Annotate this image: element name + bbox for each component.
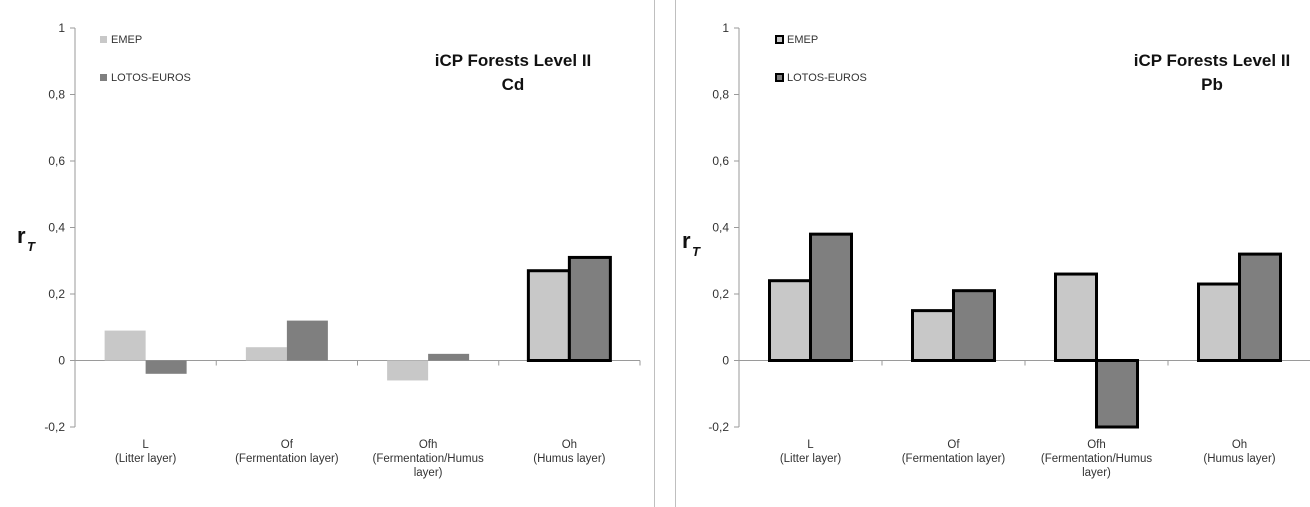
x-category-label: L <box>807 439 814 451</box>
y-tick-label: -0,2 <box>44 420 65 434</box>
y-axis-label-subscript: T <box>27 239 36 254</box>
legend-swatch <box>775 35 784 44</box>
chart-panel-cd: -0,2 0 0,2 0,4 0,6 0,8 1 L (Litter layer) Of (Ferm… <box>17 0 655 507</box>
chart-title: iCP Forests Level II <box>435 51 592 70</box>
y-axis-label: r <box>17 223 26 248</box>
bar-emep <box>1197 282 1241 362</box>
chart-cd-svg: -0,2 0 0,2 0,4 0,6 0,8 1 L (Litter layer) Of (Ferm… <box>17 21 641 479</box>
bar-lotos-euros <box>145 360 187 374</box>
y-axis-label: r <box>682 228 691 253</box>
x-category-label: Of <box>947 439 960 451</box>
bar-emep <box>104 330 146 361</box>
x-category-label: layer) <box>1082 467 1111 479</box>
legend-label: LOTOS-EUROS <box>111 72 191 84</box>
legend-label: EMEP <box>787 34 818 46</box>
x-category-label: Oh <box>1232 439 1247 451</box>
y-tick-label: 0,4 <box>712 221 729 235</box>
bar-emep <box>387 360 429 381</box>
y-tick-label: -0,2 <box>708 420 729 434</box>
y-tick-label: 0,8 <box>48 88 65 102</box>
chart-title: iCP Forests Level II <box>1134 51 1291 70</box>
bar-emep <box>768 279 812 363</box>
bar-lotos-euros <box>567 255 612 362</box>
chart-subtitle: Pb <box>1201 75 1223 94</box>
y-tick-label: 0,6 <box>48 154 65 168</box>
x-category-label: (Fermentation/Humus <box>373 453 484 465</box>
y-tick-label: 0 <box>58 354 65 368</box>
bar-lotos-euros <box>952 289 996 362</box>
legend-swatch <box>100 74 107 81</box>
x-category-label: layer) <box>414 467 443 479</box>
y-tick-label: 0,2 <box>712 287 729 301</box>
bar-lotos-euros <box>286 320 328 361</box>
bar-lotos-euros <box>1238 252 1282 363</box>
chart-panel-pb: -0,2 0 0,2 0,4 0,6 0,8 1 L (Litter layer) Of (Ferm… <box>675 0 1310 507</box>
x-category-label: Oh <box>562 439 577 451</box>
x-category-label: L <box>142 439 149 451</box>
y-axis-label-subscript: T <box>692 244 701 259</box>
x-category-label: (Fermentation layer) <box>902 453 1006 465</box>
x-category-label: (Humus layer) <box>533 453 605 465</box>
x-category-label: (Humus layer) <box>1203 453 1275 465</box>
y-tick-label: 1 <box>722 21 729 35</box>
y-tick-label: 1 <box>58 21 65 35</box>
x-category-label: Ofh <box>1087 439 1106 451</box>
x-category-label: (Litter layer) <box>780 453 842 465</box>
bar-lotos-euros <box>809 232 853 362</box>
x-category-label: Of <box>281 439 294 451</box>
y-tick-label: 0 <box>722 354 729 368</box>
legend-swatch <box>775 73 784 82</box>
bar-emep <box>245 347 287 361</box>
x-category-label: (Fermentation layer) <box>235 453 339 465</box>
x-category-label: Ofh <box>419 439 438 451</box>
bar-lotos-euros <box>1095 359 1139 429</box>
y-tick-label: 0,6 <box>712 154 729 168</box>
bar-emep <box>911 309 955 362</box>
x-category-label: (Litter layer) <box>115 453 177 465</box>
legend-label: EMEP <box>111 34 142 46</box>
chart-pb-svg: -0,2 0 0,2 0,4 0,6 0,8 1 L (Litter layer) Of (Ferm… <box>682 21 1310 479</box>
y-tick-label: 0,8 <box>712 88 729 102</box>
y-tick-label: 0,2 <box>48 287 65 301</box>
x-category-label: (Fermentation/Humus <box>1041 453 1152 465</box>
legend-swatch <box>100 36 107 43</box>
bar-emep <box>526 269 571 363</box>
bar-lotos-euros <box>428 353 470 361</box>
y-tick-label: 0,4 <box>48 221 65 235</box>
bar-emep <box>1054 272 1098 362</box>
chart-subtitle: Cd <box>502 75 525 94</box>
legend-label: LOTOS-EUROS <box>787 72 867 84</box>
